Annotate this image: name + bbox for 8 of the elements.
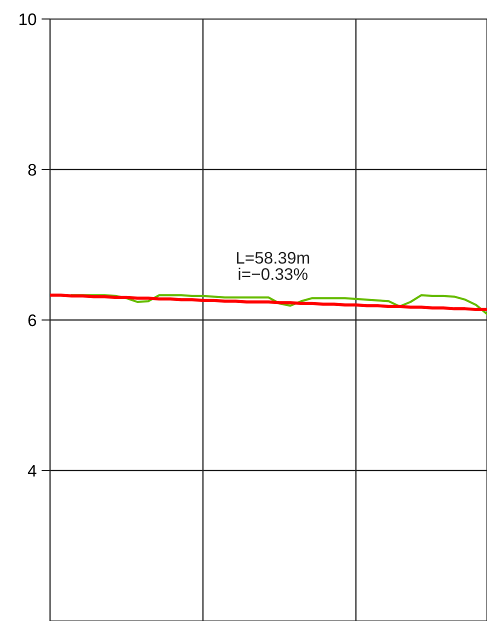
y-tick-label: 8 bbox=[28, 164, 36, 176]
annotation: i=−0.33% bbox=[238, 268, 308, 280]
y-tick-label: 4 bbox=[28, 465, 36, 477]
annotation: L=58.39m bbox=[236, 252, 310, 264]
y-tick-label: 6 bbox=[28, 314, 36, 326]
y-tick-label: 10 bbox=[20, 13, 36, 26]
line-series bbox=[70, 294, 487, 316]
line-series bbox=[50, 294, 487, 311]
